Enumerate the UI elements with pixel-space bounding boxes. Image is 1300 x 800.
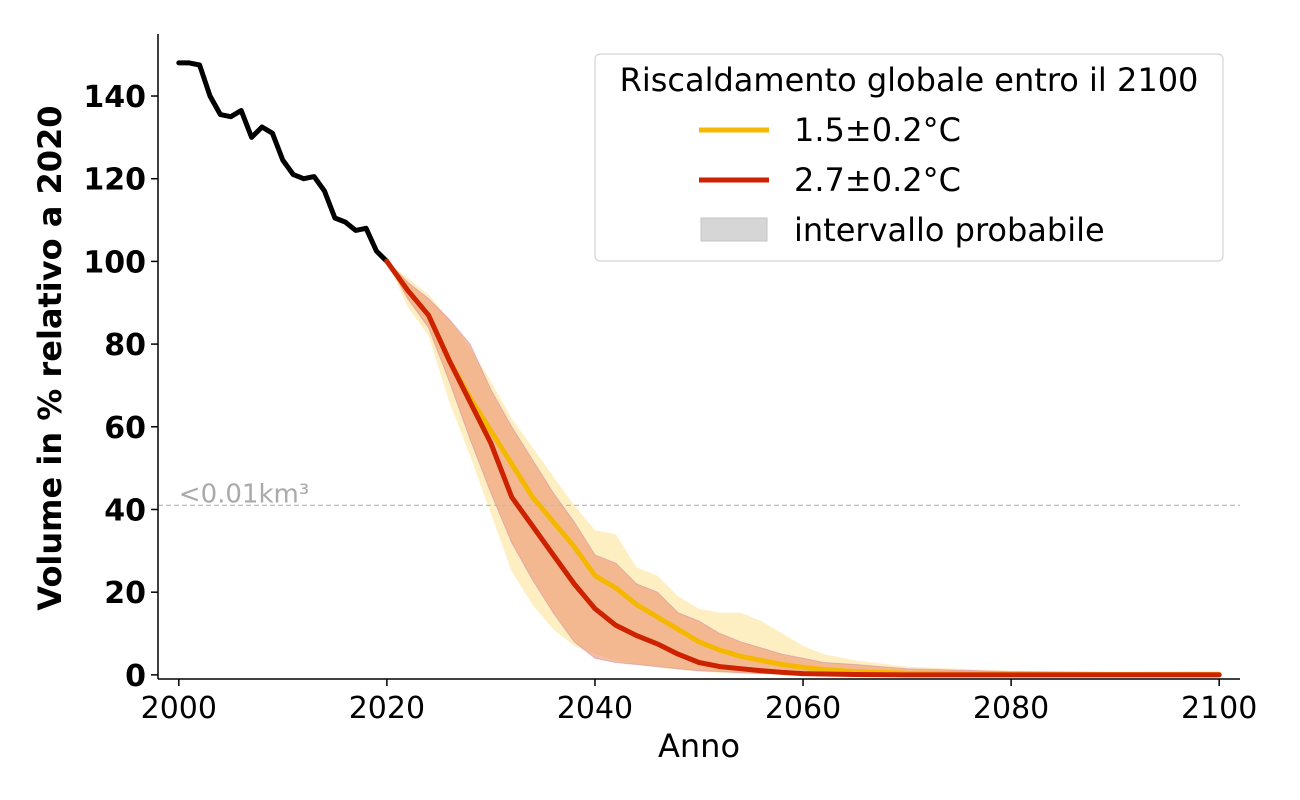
y-tick-label: 40 <box>104 493 146 528</box>
y-axis-title: Volume in % relativo a 2020 <box>31 105 69 610</box>
legend-frame <box>594 53 1224 262</box>
x-tick-label: 2040 <box>557 691 633 726</box>
y-tick-label: 60 <box>104 411 146 446</box>
reference-line-label: <0.01km³ <box>179 479 309 509</box>
y-tick-label: 120 <box>83 163 146 198</box>
legend-swatch-range <box>700 217 768 242</box>
series-line-2-7-0-2-c <box>384 258 1222 678</box>
y-ticks: 0 20 40 60 80 100 120 140 <box>83 80 158 694</box>
legend-label-1-5c: 1.5±0.2°C <box>794 111 961 149</box>
x-tick-label: 2000 <box>141 691 217 726</box>
y-tick-label: 140 <box>83 80 146 115</box>
legend: Riscaldamento globale entro il 2100 1.5±… <box>594 53 1224 262</box>
x-tick-label: 2100 <box>1181 691 1257 726</box>
x-tick-label: 2020 <box>349 691 425 726</box>
legend-label-range: intervallo probabile <box>794 211 1105 249</box>
x-axis-title: Anno <box>658 727 740 765</box>
x-ticks: 2000 2020 2040 2060 2080 2100 <box>141 679 1257 726</box>
x-tick-label: 2080 <box>973 691 1049 726</box>
series-line-1-5-0-2-c <box>384 258 1222 677</box>
y-tick-label: 0 <box>125 659 146 694</box>
observed-line <box>176 60 390 264</box>
series-lines <box>176 60 1222 678</box>
reference-line-group: <0.01km³ <box>158 479 1240 509</box>
legend-title: Riscaldamento globale entro il 2100 <box>620 61 1199 99</box>
y-tick-label: 100 <box>83 245 146 280</box>
legend-label-2-7c: 2.7±0.2°C <box>794 161 961 199</box>
y-tick-label: 80 <box>104 328 146 363</box>
axes: 2000 2020 2040 2060 2080 2100 020406080100120… <box>83 34 1257 726</box>
x-tick-label: 2060 <box>765 691 841 726</box>
y-tick-label: 20 <box>104 576 146 611</box>
